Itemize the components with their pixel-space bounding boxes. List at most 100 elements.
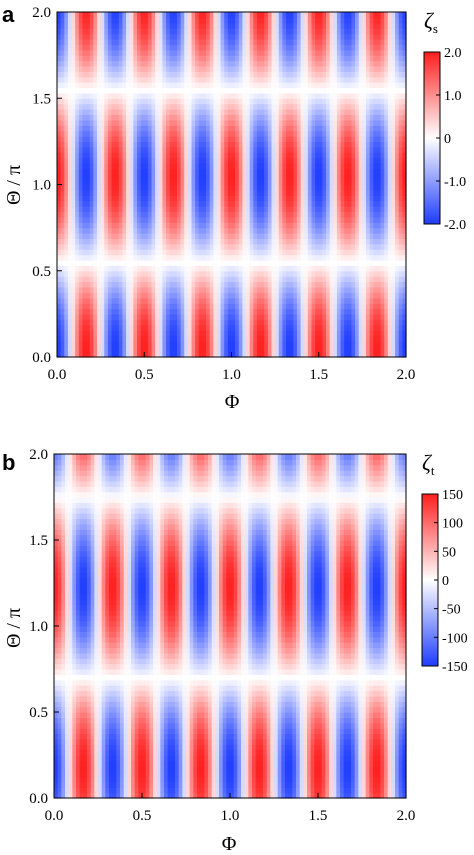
- heatmap-cell: [322, 313, 327, 320]
- heatmap-cell: [115, 76, 120, 83]
- heatmap-cell: [307, 227, 313, 234]
- heatmap-cell: [209, 135, 214, 142]
- heatmap-cell: [144, 103, 149, 110]
- heatmap-cell: [289, 281, 294, 288]
- heatmap-cell: [260, 216, 265, 223]
- heatmap-cell: [176, 146, 182, 153]
- heatmap-cell: [147, 303, 153, 310]
- heatmap-cell: [57, 286, 62, 293]
- heatmap-cell: [93, 195, 98, 202]
- heatmap-cell: [115, 173, 120, 180]
- heatmap-cell: [227, 324, 233, 331]
- heatmap-cell: [398, 330, 403, 337]
- heatmap-cell: [395, 125, 400, 132]
- heatmap-cell: [249, 152, 254, 159]
- heatmap-cell: [126, 330, 131, 337]
- heatmap-cell: [104, 346, 109, 353]
- heatmap-cell: [115, 233, 120, 240]
- heatmap-cell: [351, 216, 356, 223]
- heatmap-cell: [118, 222, 124, 229]
- heatmap-cell: [315, 303, 320, 310]
- heatmap-cell: [315, 114, 320, 121]
- heatmap-cell: [129, 211, 134, 218]
- heatmap-cell: [86, 98, 91, 105]
- heatmap-cell: [129, 195, 134, 202]
- heatmap-cell: [118, 243, 124, 250]
- heatmap-cell: [57, 152, 62, 159]
- heatmap-cell: [336, 109, 342, 116]
- heatmap-cell: [347, 286, 353, 293]
- heatmap-cell: [402, 297, 407, 304]
- heatmap-cell: [275, 303, 280, 310]
- heatmap-cell: [238, 254, 244, 261]
- heatmap-cell: [202, 270, 207, 277]
- heatmap-cell: [336, 130, 342, 137]
- heatmap-cell: [162, 146, 167, 153]
- heatmap-cell: [86, 114, 91, 121]
- heatmap-cell: [249, 173, 254, 180]
- heatmap-cell: [260, 249, 265, 256]
- heatmap-cell: [224, 270, 229, 277]
- heatmap-cell: [246, 189, 251, 196]
- heatmap-cell: [307, 233, 313, 240]
- heatmap-cell: [369, 200, 374, 207]
- heatmap-cell: [86, 270, 91, 277]
- heatmap-cell: [64, 71, 69, 78]
- heatmap-cell: [129, 146, 134, 153]
- heatmap-cell: [220, 87, 225, 94]
- heatmap-cell: [355, 141, 360, 148]
- heatmap-cell: [115, 259, 120, 266]
- heatmap-cell: [387, 109, 393, 116]
- heatmap-cell: [176, 130, 182, 137]
- heatmap-cell: [107, 335, 113, 342]
- heatmap-cell: [362, 189, 367, 196]
- heatmap-cell: [304, 313, 309, 320]
- heatmap-cell: [340, 292, 345, 299]
- heatmap-cell: [122, 324, 127, 331]
- heatmap-cell: [329, 125, 334, 132]
- heatmap-cell: [140, 313, 145, 320]
- heatmap-cell: [180, 125, 185, 132]
- heatmap-cell: [256, 254, 262, 261]
- heatmap-cell: [216, 157, 222, 164]
- heatmap-cell: [322, 222, 327, 229]
- heatmap-cell: [60, 292, 65, 299]
- heatmap-cell: [122, 82, 127, 89]
- heatmap-cell: [286, 324, 291, 331]
- heatmap-cell: [227, 238, 233, 245]
- heatmap-cell: [402, 270, 407, 277]
- heatmap-cell: [140, 340, 145, 347]
- heatmap-cell: [271, 76, 276, 83]
- heatmap-cell: [326, 243, 331, 250]
- heatmap-cell: [358, 82, 363, 89]
- heatmap-cell: [242, 179, 247, 186]
- heatmap-cell: [82, 335, 87, 342]
- heatmap-cell: [195, 114, 200, 121]
- heatmap-cell: [151, 265, 156, 272]
- heatmap-cell: [340, 270, 345, 277]
- heatmap-cell: [351, 233, 356, 240]
- heatmap-cell: [111, 238, 116, 245]
- heatmap-cell: [278, 135, 283, 142]
- heatmap-cell: [67, 292, 73, 299]
- heatmap-cell: [347, 103, 353, 110]
- heatmap-cell: [358, 189, 363, 196]
- heatmap-cell: [340, 189, 345, 196]
- heatmap-cell: [336, 265, 342, 272]
- heatmap-cell: [333, 222, 338, 229]
- heatmap-cell: [296, 243, 302, 250]
- heatmap-cell: [384, 297, 389, 304]
- heatmap-cell: [162, 243, 167, 250]
- heatmap-cell: [126, 189, 131, 196]
- heatmap-cell: [304, 351, 309, 358]
- heatmap-cell: [155, 135, 160, 142]
- heatmap-cell: [242, 276, 247, 283]
- heatmap-cell: [373, 211, 378, 218]
- heatmap-cell: [235, 243, 240, 250]
- heatmap-cell: [133, 92, 138, 99]
- heatmap-cell: [235, 286, 240, 293]
- heatmap-cell: [155, 200, 160, 207]
- heatmap-cell: [256, 125, 262, 132]
- heatmap-cell: [315, 173, 320, 180]
- heatmap-cell: [329, 87, 334, 94]
